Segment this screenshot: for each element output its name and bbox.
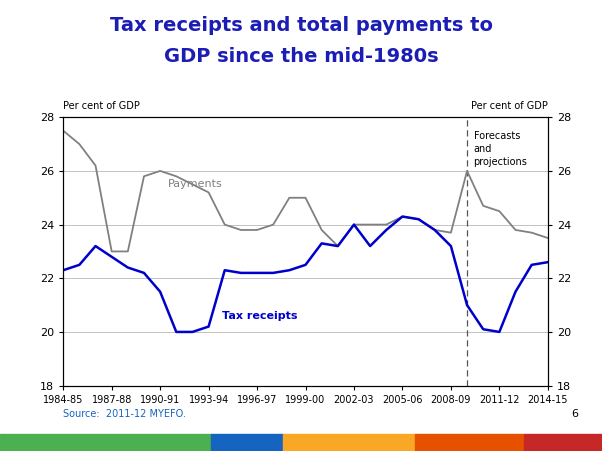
Text: Tax receipts and total payments to: Tax receipts and total payments to bbox=[110, 16, 492, 35]
Text: Per cent of GDP: Per cent of GDP bbox=[63, 101, 140, 110]
Bar bbox=[283, 434, 415, 451]
Text: Per cent of GDP: Per cent of GDP bbox=[471, 101, 548, 110]
Text: Payments: Payments bbox=[168, 179, 223, 189]
Text: GDP since the mid-1980s: GDP since the mid-1980s bbox=[164, 47, 438, 66]
Bar bbox=[415, 434, 524, 451]
Text: Tax receipts: Tax receipts bbox=[222, 311, 297, 321]
Bar bbox=[211, 434, 283, 451]
Bar bbox=[0, 434, 211, 451]
Bar bbox=[524, 434, 602, 451]
Text: Source:  2011-12 MYEFO.: Source: 2011-12 MYEFO. bbox=[63, 409, 186, 419]
Text: Forecasts
and
projections: Forecasts and projections bbox=[474, 131, 527, 167]
Text: 6: 6 bbox=[571, 409, 578, 419]
